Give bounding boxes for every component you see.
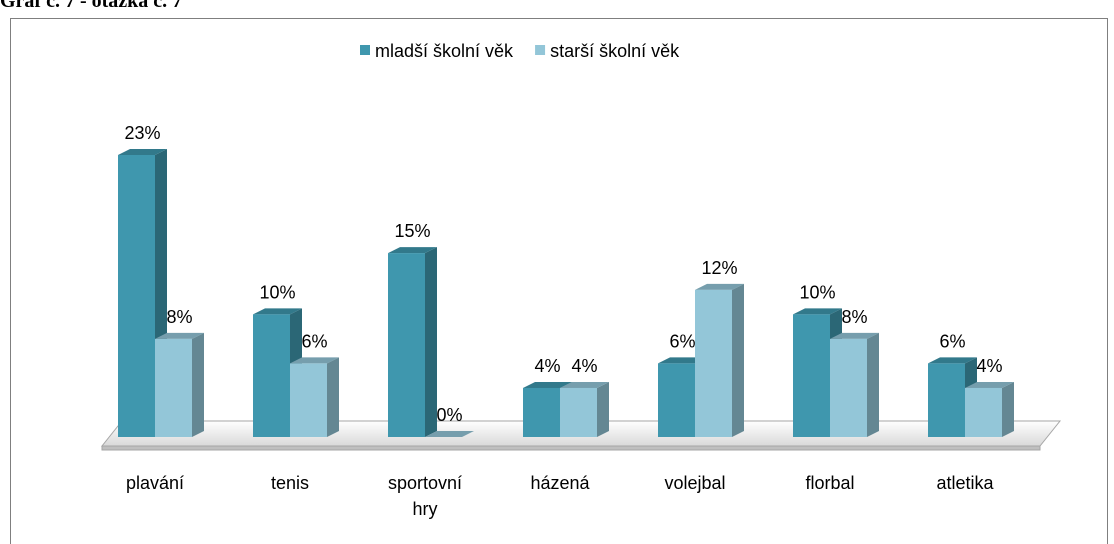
bar-side	[327, 357, 339, 437]
x-tick-label: házená	[530, 473, 590, 493]
bar-front	[253, 314, 290, 437]
data-label: 10%	[259, 282, 295, 302]
bar-front	[965, 387, 1002, 437]
bar	[388, 247, 437, 437]
bar	[928, 357, 977, 437]
data-label: 4%	[571, 356, 597, 376]
data-label: 23%	[124, 123, 160, 143]
data-label: 4%	[534, 356, 560, 376]
x-tick-label: tenis	[270, 473, 310, 493]
bar	[425, 431, 474, 437]
floor-edge	[101, 445, 1041, 451]
x-tick-label: plavání	[125, 473, 185, 493]
bar-side	[192, 332, 204, 437]
data-label: 6%	[669, 331, 695, 351]
bar-front	[928, 363, 965, 437]
bar-side	[425, 247, 437, 437]
bar-front	[388, 253, 425, 437]
legend-swatch	[360, 45, 370, 55]
bar-top	[388, 247, 437, 254]
legend-label: mladší školní věk	[375, 41, 514, 61]
bar-side	[867, 332, 879, 437]
bar-top	[560, 381, 609, 388]
data-label: 8%	[166, 307, 192, 327]
bar-top	[658, 357, 707, 364]
bar-top	[830, 332, 879, 339]
data-label: 12%	[701, 258, 737, 278]
data-label: 10%	[799, 282, 835, 302]
x-tick-label: atletika	[936, 473, 994, 493]
bar	[830, 332, 879, 437]
bar-top	[965, 381, 1014, 388]
chart-frame	[10, 18, 1108, 544]
bar-side	[597, 381, 609, 437]
bar	[695, 283, 744, 437]
data-label: 8%	[841, 307, 867, 327]
data-label: 15%	[394, 221, 430, 241]
bar-front	[523, 387, 560, 437]
bar-top	[155, 332, 204, 339]
bar	[290, 357, 339, 437]
bar	[118, 149, 167, 437]
bar-front	[793, 314, 830, 437]
bar	[560, 381, 609, 437]
bar	[155, 332, 204, 437]
chart-title: Graf č. 7 - otázka č. 7	[0, 0, 182, 12]
x-tick-label: sportovní hry	[387, 473, 463, 519]
bar-front	[658, 363, 695, 437]
data-label: 0%	[436, 405, 462, 425]
data-label: 6%	[939, 331, 965, 351]
legend: mladší školní věk starší školní věk	[360, 41, 680, 61]
bar-front	[290, 363, 327, 437]
data-label: 6%	[301, 331, 327, 351]
data-label: 4%	[976, 356, 1002, 376]
bar-top	[928, 357, 977, 364]
bar	[965, 381, 1014, 437]
bar-top	[425, 431, 474, 437]
bar-front	[560, 387, 597, 437]
bar-front	[830, 338, 867, 437]
legend-swatch	[535, 45, 546, 55]
bar-top	[253, 308, 302, 315]
bar-top	[118, 149, 167, 155]
bar-top	[793, 308, 842, 315]
bar-front	[118, 155, 155, 437]
bar-side	[732, 283, 744, 437]
bar-top	[290, 357, 339, 364]
bar-top	[523, 381, 572, 388]
bar-top	[695, 283, 744, 290]
bar-front	[695, 289, 732, 437]
bar-front	[155, 338, 192, 437]
x-tick-label: florbal	[805, 473, 855, 493]
bar-side	[1002, 381, 1014, 437]
x-tick-label: volejbal	[664, 473, 726, 493]
legend-label: starší školní věk	[550, 41, 680, 61]
